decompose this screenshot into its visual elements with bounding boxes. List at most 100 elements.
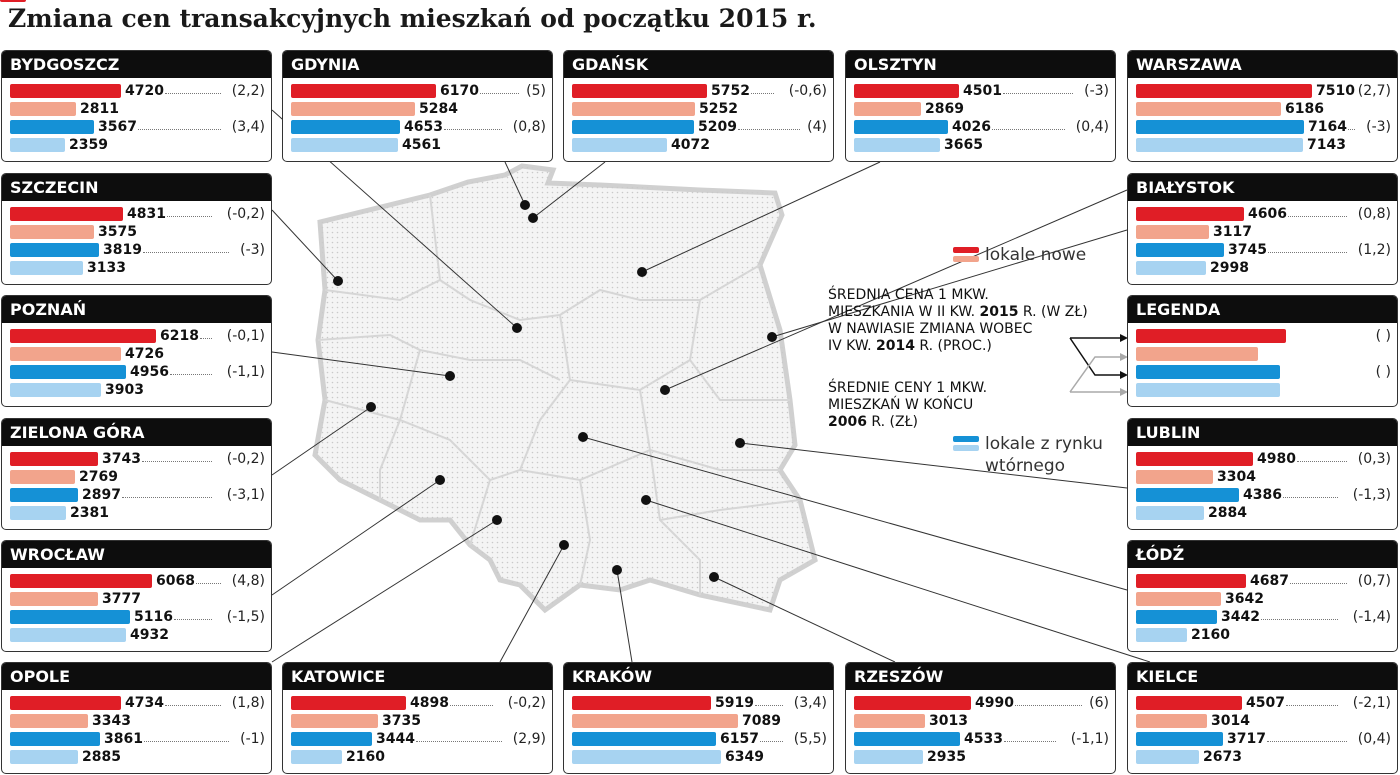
- bar: [10, 383, 101, 397]
- bar-row: 2884: [1128, 504, 1397, 522]
- change-value: (-1): [240, 731, 265, 747]
- change-value: (1,8): [231, 695, 265, 711]
- bar: [10, 714, 88, 728]
- bar-value: 3567: [98, 119, 137, 135]
- legend-paren: ( ): [1375, 364, 1391, 380]
- change-value: (2,2): [231, 83, 265, 99]
- city-dot-kielce: [641, 495, 651, 505]
- city-panel-olsztyn: OLSZTYN 4501 (-3) 2869 4026 (0,4) 3665: [845, 50, 1116, 162]
- bar-value: 4533: [964, 731, 1003, 747]
- bar-row: 2673: [1128, 748, 1397, 766]
- leader-lines: [271, 109, 1151, 663]
- bar-value: 6068: [156, 573, 195, 589]
- city-bars: 4980 (0,3) 3304 4386 (-1,3) 2884: [1128, 446, 1397, 529]
- bar: [1136, 470, 1213, 484]
- bar-value: 4687: [1250, 573, 1289, 589]
- bar-row: 3642: [1128, 590, 1397, 608]
- legend-row-new-2015: ( ): [1128, 327, 1397, 345]
- change-value: (4,8): [231, 573, 265, 589]
- change-value: (2,7): [1357, 83, 1391, 99]
- key-swatch-new-2015: [0, 0, 26, 2]
- bar-value: 3117: [1213, 224, 1252, 240]
- change-value: (-1,3): [1352, 487, 1391, 503]
- bar: [10, 628, 126, 642]
- leader-line-białystok: [771, 229, 1128, 338]
- legend-text-price: ŚREDNIA CENA 1 MKW. MIESZKANIA W II KW. …: [828, 287, 1088, 355]
- change-value: (-3): [1366, 119, 1391, 135]
- city-bars: 7510 (2,7) 6186 7164 (-3) 7143: [1128, 78, 1397, 161]
- dotted-leader: [1004, 741, 1056, 742]
- bar: [1136, 261, 1206, 275]
- dotted-leader: [1015, 705, 1082, 706]
- bar: [1136, 506, 1204, 520]
- city-panel-warszawa: WARSZAWA 7510 (2,7) 6186 7164 (-3) 7143: [1127, 50, 1398, 162]
- arrowhead-icon: [1120, 388, 1128, 396]
- bar-value: 2160: [1191, 627, 1230, 643]
- bar-row: 3133: [2, 259, 271, 277]
- legend-line: MIESZKAŃ W KOŃCU: [828, 397, 974, 413]
- city-panel-białystok: BIAŁYSTOK 4606 (0,8) 3117 3745 (1,2) 2998: [1127, 173, 1398, 285]
- bar: [10, 138, 65, 152]
- bar-value: 3665: [944, 137, 983, 153]
- key-secondary-label-1: lokale z rynku: [985, 434, 1103, 454]
- bar-row: 2998: [1128, 259, 1397, 277]
- bar-row: 6218 (-0,1): [2, 327, 271, 345]
- bar-value: 3442: [1221, 609, 1260, 625]
- bar-row: 3745 (1,2): [1128, 241, 1397, 259]
- arrow-to-secondary: [1069, 337, 1122, 376]
- bar-value: 2869: [925, 101, 964, 117]
- bar: [854, 102, 921, 116]
- bar-value: 7510: [1316, 83, 1355, 99]
- key-swatch-secondary-2015: [953, 436, 979, 442]
- arrowhead-icon: [1120, 371, 1128, 379]
- key-swatch-secondary-2006: [953, 445, 979, 451]
- bar: [1136, 610, 1217, 624]
- bar-row: 4501 (-3): [846, 82, 1115, 100]
- bar-row: 2381: [2, 504, 271, 522]
- legend-panel-title: LEGENDA: [1128, 296, 1397, 323]
- city-name: GDAŃSK: [564, 51, 833, 78]
- change-value: (2,9): [512, 731, 546, 747]
- bar-row: 4072: [564, 136, 833, 154]
- bar-value: 5116: [134, 609, 173, 625]
- dotted-leader: [992, 129, 1065, 130]
- bar: [10, 610, 130, 624]
- bar-row: 7143: [1128, 136, 1397, 154]
- bar: [10, 488, 78, 502]
- bar-value: 4990: [975, 695, 1014, 711]
- city-panel-opole: OPOLE 4734 (1,8) 3343 3861 (-1) 2885: [1, 662, 272, 774]
- bar-row: 2359: [2, 136, 271, 154]
- bar-row: 3903: [2, 381, 271, 399]
- bar-row: 5252: [564, 100, 833, 118]
- city-dot-zielona-góra: [366, 402, 376, 412]
- legend-line: IV KW. 2014 R. (PROC.): [828, 338, 992, 354]
- bar-value: 4386: [1243, 487, 1282, 503]
- bar-row: 3861 (-1): [2, 730, 271, 748]
- legend-panel: LEGENDA ( ) ( ): [1127, 295, 1398, 407]
- voivodeship-borders: [317, 194, 801, 595]
- city-bars: 6170 (5) 5284 4653 (0,8) 4561: [283, 78, 552, 161]
- bar: [572, 696, 711, 710]
- dotted-leader: [144, 741, 229, 742]
- bar-row: 4386 (-1,3): [1128, 486, 1397, 504]
- legend-bar: [1136, 347, 1258, 361]
- city-panel-rzeszów: RZESZÓW 4990 (6) 3013 4533 (-1,1) 2935: [845, 662, 1116, 774]
- bar: [10, 470, 75, 484]
- bar-value: 3304: [1217, 469, 1256, 485]
- bar-row: 5919 (3,4): [564, 694, 833, 712]
- bar: [291, 120, 400, 134]
- legend-row-new-2006: [1128, 345, 1397, 363]
- bar-row: 6349: [564, 748, 833, 766]
- bar-value: 4720: [125, 83, 164, 99]
- city-panel-bydgoszcz: BYDGOSZCZ 4720 (2,2) 2811 3567 (3,4) 2359: [1, 50, 272, 162]
- bar: [1136, 574, 1246, 588]
- bar-row: 4606 (0,8): [1128, 205, 1397, 223]
- bar: [572, 120, 694, 134]
- bar: [1136, 102, 1281, 116]
- bar-value: 3717: [1227, 731, 1266, 747]
- bar-row: 3567 (3,4): [2, 118, 271, 136]
- city-bars: 6068 (4,8) 3777 5116 (-1,5) 4932: [2, 568, 271, 651]
- bar-row: 2160: [283, 748, 552, 766]
- city-panel-łódź: ŁÓDŹ 4687 (0,7) 3642 3442 (-1,4) 2160: [1127, 540, 1398, 652]
- dotted-leader: [165, 705, 221, 706]
